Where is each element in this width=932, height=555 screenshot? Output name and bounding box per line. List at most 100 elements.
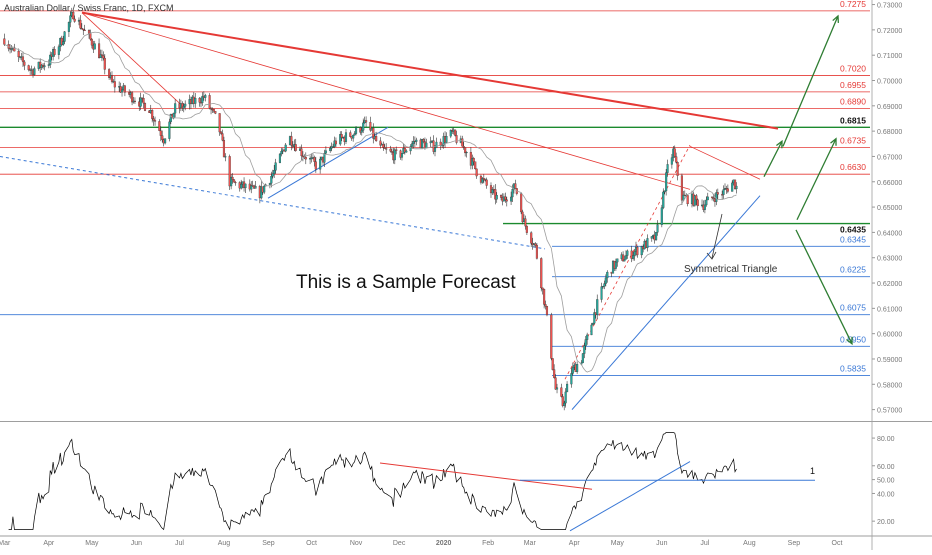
candle-body — [656, 224, 659, 233]
candle-body — [566, 383, 569, 393]
candle-body — [662, 191, 665, 208]
candle-body — [636, 246, 639, 256]
time-tick-label: Sep — [262, 540, 275, 547]
candle-body — [520, 193, 523, 213]
candle-body — [324, 150, 327, 154]
candle-body — [182, 106, 185, 109]
candle-body — [354, 127, 358, 134]
candle-body — [218, 113, 221, 133]
candle-body — [663, 190, 666, 193]
candle-body — [591, 323, 594, 326]
candle-body — [525, 225, 528, 233]
candle-body — [340, 134, 343, 138]
candle-body — [465, 151, 468, 154]
candle-body — [274, 162, 277, 171]
candle-body — [49, 54, 52, 65]
candle-body — [693, 195, 696, 206]
moving-average-line — [4, 31, 737, 373]
candle-body — [412, 140, 415, 144]
price-tick-label: 0.73000 — [877, 3, 902, 10]
candle-body — [731, 182, 734, 192]
candle-body — [563, 402, 566, 406]
candle-body — [80, 28, 83, 30]
candle-body — [365, 120, 368, 123]
candle-body — [263, 185, 266, 193]
candle-body — [332, 146, 335, 148]
candle-body — [650, 236, 653, 239]
candle-body — [640, 246, 643, 256]
candle-body — [330, 146, 333, 149]
support-trendline — [571, 195, 761, 410]
candle-body — [614, 261, 617, 269]
forecast-arrow — [782, 15, 839, 147]
resistance-trendline — [81, 12, 186, 109]
candle-body — [455, 135, 458, 143]
price-tick-label: 0.72000 — [877, 28, 902, 35]
candle-body — [334, 140, 337, 145]
time-tick-label: Apr — [43, 540, 55, 547]
support-level-label: 0.5950 — [840, 334, 866, 344]
candle-body — [108, 69, 111, 78]
candle-body — [27, 65, 30, 70]
candle-body — [73, 18, 76, 22]
candle-body — [359, 127, 362, 133]
candle-body — [554, 377, 557, 390]
candle-body — [576, 364, 579, 372]
time-tick-label: Jul — [175, 540, 184, 547]
rsi-tick-label: 20.00 — [877, 519, 895, 526]
candle-body — [323, 153, 326, 163]
candle-body — [10, 48, 13, 50]
candle-body — [67, 22, 70, 32]
resistance-level-label: 0.6890 — [840, 96, 866, 106]
candle-body — [696, 199, 699, 207]
candle-body — [301, 155, 304, 157]
time-tick-label: Oct — [832, 540, 843, 547]
candle-body — [314, 161, 317, 170]
forecast-arrow — [795, 229, 853, 345]
time-tick-label: Jun — [131, 540, 142, 547]
candle-body — [57, 46, 60, 55]
candle-body — [511, 189, 514, 198]
candle-body — [622, 254, 625, 262]
price-tick-label: 0.62000 — [877, 281, 902, 288]
time-tick-label: Mar — [524, 540, 537, 547]
candle-body — [87, 30, 91, 34]
candle-body — [543, 289, 546, 305]
candle-body — [623, 259, 626, 262]
candle-body — [415, 139, 418, 142]
candle-body — [571, 366, 574, 374]
candle-body — [626, 250, 629, 256]
candle-body — [586, 334, 589, 340]
support-level-label: 0.6345 — [840, 234, 866, 244]
candle-body — [733, 179, 737, 190]
candle-body — [72, 11, 75, 20]
candle-body — [113, 81, 116, 88]
candle-body — [89, 33, 92, 40]
price-tick-label: 0.71000 — [877, 53, 902, 60]
candle-body — [400, 153, 404, 158]
price-tick-label: 0.65000 — [877, 205, 902, 212]
candle-body — [593, 312, 596, 324]
candle-body — [505, 199, 508, 202]
price-tick-label: 0.66000 — [877, 180, 902, 187]
candle-body — [491, 189, 494, 194]
candle-body — [120, 89, 124, 93]
candle-body — [385, 148, 388, 150]
candle-body — [344, 132, 348, 142]
candle-body — [300, 148, 303, 157]
candle-body — [184, 103, 187, 107]
candle-body — [462, 146, 465, 148]
price-tick-label: 0.69000 — [877, 104, 902, 111]
candle-body — [504, 196, 507, 200]
candle-body — [596, 299, 599, 315]
candle-body — [524, 218, 527, 227]
candle-body — [280, 151, 283, 155]
candle-body — [62, 41, 65, 45]
candle-body — [100, 54, 103, 56]
candle-body — [240, 184, 243, 189]
candle-body — [254, 186, 257, 189]
time-tick-label: Feb — [482, 540, 494, 547]
candle-body — [353, 133, 356, 136]
candle-body — [670, 157, 673, 165]
candle-body — [550, 314, 553, 359]
